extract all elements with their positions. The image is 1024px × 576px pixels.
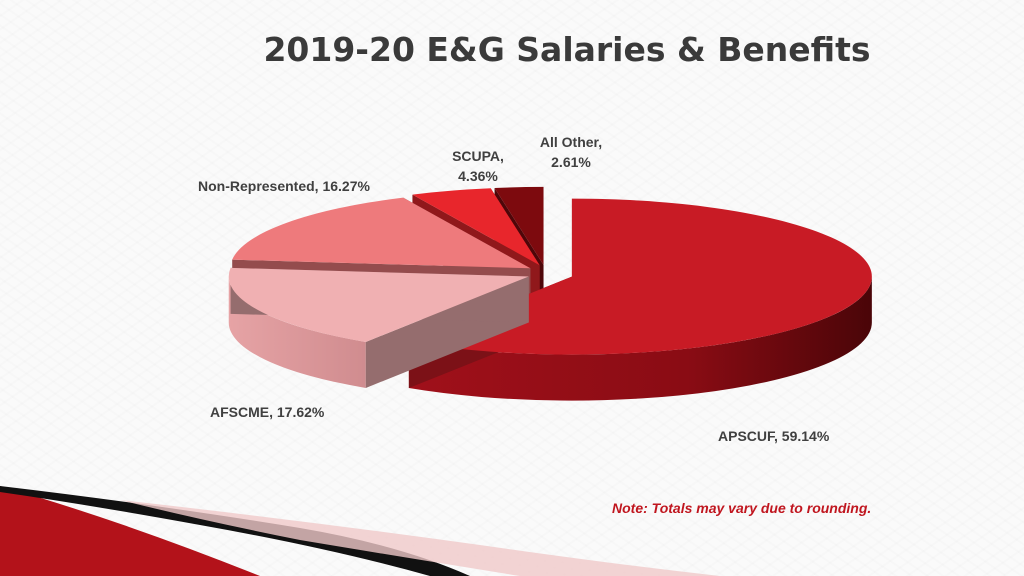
slice-top-all-other: [494, 186, 544, 265]
swoosh-pink-band: [120, 500, 720, 576]
slice-afscme: [228, 267, 529, 388]
slice-side-afscme: [228, 276, 366, 388]
label-afscme: AFSCME, 17.62%: [210, 404, 325, 420]
label-non-represented: Non-Represented, 16.27%: [198, 178, 370, 194]
rounding-note: Note: Totals may vary due to rounding.: [612, 500, 872, 516]
slice-top-afscme: [228, 267, 529, 342]
label-apscuf: APSCUF, 59.14%: [718, 428, 830, 444]
label-scupa-value: 4.36%: [458, 168, 498, 184]
slide-title: 2019-20 E&G Salaries & Benefits: [263, 30, 871, 69]
label-all-other-name: All Other,: [539, 134, 603, 150]
slice-top-scupa: [412, 188, 540, 266]
slice-side-apscuf: [408, 276, 872, 401]
label-all-other-value: 2.61%: [551, 154, 591, 170]
label-scupa-name: SCUPA,: [452, 148, 504, 164]
label-scupa: SCUPA, 4.36%: [438, 146, 518, 186]
slice-top-non-represented: [232, 197, 531, 269]
swoosh-black-band: [0, 486, 470, 576]
swoosh-red-band: [0, 486, 260, 576]
label-all-other: All Other, 2.61%: [526, 132, 616, 172]
